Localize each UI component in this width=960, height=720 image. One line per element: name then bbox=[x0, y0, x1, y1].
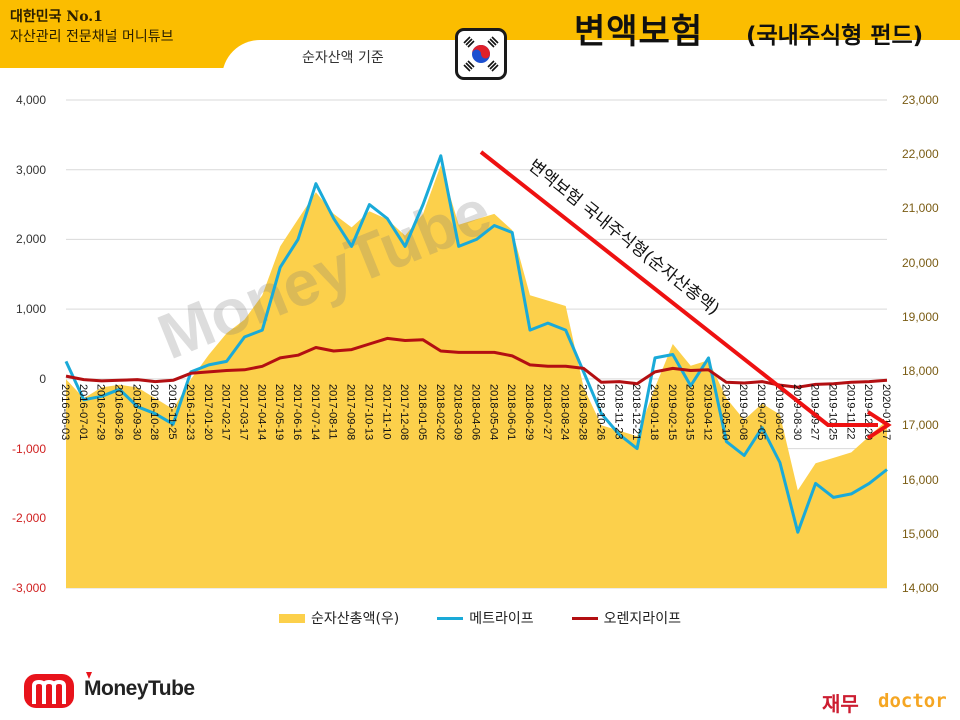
svg-text:2018-02-02: 2018-02-02 bbox=[434, 384, 446, 440]
svg-text:2018-08-24: 2018-08-24 bbox=[559, 384, 571, 440]
svg-text:2017-01-20: 2017-01-20 bbox=[202, 384, 214, 440]
left-tick-label: 0 bbox=[39, 371, 46, 386]
svg-text:2016-12-23: 2016-12-23 bbox=[184, 384, 196, 440]
right-tick-label: 17,000 bbox=[902, 418, 939, 433]
svg-text:2018-10-26: 2018-10-26 bbox=[594, 384, 606, 440]
svg-text:2018-01-05: 2018-01-05 bbox=[416, 384, 428, 440]
svg-text:2017-08-11: 2017-08-11 bbox=[327, 384, 339, 439]
left-tick-label: 4,000 bbox=[15, 93, 46, 107]
svg-text:2019-01-18: 2019-01-18 bbox=[648, 384, 660, 440]
moneytube-logo-icon bbox=[24, 672, 92, 708]
svg-text:2017-02-17: 2017-02-17 bbox=[220, 384, 232, 440]
legend: 순자산총액(우) 메트라이프 오렌지라이프 bbox=[0, 607, 960, 629]
right-tick-label: 20,000 bbox=[902, 255, 939, 270]
svg-text:2019-08-30: 2019-08-30 bbox=[791, 384, 803, 440]
svg-text:2016-07-29: 2016-07-29 bbox=[95, 384, 107, 440]
left-tick-label: 3,000 bbox=[15, 162, 46, 177]
svg-text:2019-08-02: 2019-08-02 bbox=[773, 384, 785, 440]
svg-text:2018-11-23: 2018-11-23 bbox=[612, 384, 624, 439]
jaemu-logo-text: 재무 bbox=[822, 692, 859, 716]
subtitle-tab bbox=[222, 40, 960, 80]
svg-text:2019-06-08: 2019-06-08 bbox=[737, 384, 749, 440]
left-tick-label: 2,000 bbox=[15, 232, 46, 247]
svg-text:2018-12-21: 2018-12-21 bbox=[630, 384, 642, 440]
brand-line1: 대한민국 No.1 bbox=[10, 9, 103, 25]
right-tick-label: 19,000 bbox=[902, 309, 939, 324]
svg-text:2017-03-17: 2017-03-17 bbox=[237, 384, 249, 440]
svg-text:2017-06-16: 2017-06-16 bbox=[291, 384, 303, 440]
page-title-sub: (국내주식형 펀드) bbox=[746, 23, 924, 49]
svg-text:2018-09-28: 2018-09-28 bbox=[577, 384, 589, 440]
svg-text:2018-04-06: 2018-04-06 bbox=[470, 384, 482, 440]
svg-text:2018-05-04: 2018-05-04 bbox=[487, 384, 499, 440]
legend-swatch-area bbox=[279, 613, 306, 623]
left-tick-label: -2,000 bbox=[11, 511, 46, 526]
svg-text:2017-04-14: 2017-04-14 bbox=[255, 384, 267, 440]
svg-text:2019-07-05: 2019-07-05 bbox=[755, 384, 767, 440]
legend-item-orange: 오렌지라이프 bbox=[571, 607, 681, 629]
moneytube-logo-text: MoneyTube bbox=[84, 677, 195, 700]
svg-text:2017-09-08: 2017-09-08 bbox=[345, 384, 357, 440]
svg-text:2019-02-15: 2019-02-15 bbox=[666, 384, 678, 440]
legend-swatch-line bbox=[437, 616, 464, 620]
legend-item-total: 순자산총액(우) bbox=[279, 607, 399, 629]
left-tick-label: 1,000 bbox=[15, 302, 46, 317]
svg-text:2016-11-25: 2016-11-25 bbox=[166, 384, 178, 439]
legend-label: 오렌지라이프 bbox=[603, 611, 681, 627]
legend-label: 순자산총액(우) bbox=[311, 611, 400, 627]
legend-item-metlife: 메트라이프 bbox=[437, 607, 534, 629]
svg-text:2016-08-26: 2016-08-26 bbox=[113, 384, 125, 440]
svg-text:2017-05-19: 2017-05-19 bbox=[273, 384, 285, 440]
right-tick-label: 18,000 bbox=[902, 364, 939, 379]
svg-text:2020-01-17: 2020-01-17 bbox=[880, 384, 892, 440]
left-tick-label: -3,000 bbox=[11, 581, 46, 595]
svg-text:2019-03-15: 2019-03-15 bbox=[684, 384, 696, 440]
page-title: 변액보험 bbox=[574, 12, 704, 52]
chart-subtitle: 순자산액 기준 bbox=[302, 50, 384, 66]
doctor-logo-text: doctor bbox=[878, 690, 947, 712]
svg-text:2017-11-10: 2017-11-10 bbox=[380, 384, 392, 439]
svg-text:2016-10-28: 2016-10-28 bbox=[148, 384, 160, 440]
svg-text:2017-12-08: 2017-12-08 bbox=[398, 384, 410, 440]
legend-swatch-line bbox=[571, 616, 598, 620]
right-tick-label: 21,000 bbox=[902, 201, 939, 216]
svg-text:2019-05-10: 2019-05-10 bbox=[719, 384, 731, 440]
right-tick-label: 15,000 bbox=[902, 526, 939, 541]
svg-text:2016-06-03: 2016-06-03 bbox=[59, 384, 71, 440]
korea-flag-icon bbox=[455, 28, 507, 80]
right-tick-label: 16,000 bbox=[902, 472, 939, 487]
svg-text:2018-06-29: 2018-06-29 bbox=[523, 384, 535, 440]
svg-text:2018-07-27: 2018-07-27 bbox=[541, 384, 553, 440]
svg-text:2016-09-30: 2016-09-30 bbox=[130, 384, 142, 440]
right-tick-label: 22,000 bbox=[902, 147, 939, 162]
right-tick-label: 14,000 bbox=[902, 581, 939, 595]
right-tick-label: 23,000 bbox=[902, 93, 939, 107]
svg-text:2019-11-22: 2019-11-22 bbox=[844, 384, 856, 439]
svg-text:2018-03-09: 2018-03-09 bbox=[452, 384, 464, 440]
svg-text:2017-10-13: 2017-10-13 bbox=[362, 384, 374, 440]
svg-text:2019-04-12: 2019-04-12 bbox=[702, 384, 714, 440]
legend-label: 메트라이프 bbox=[469, 611, 534, 627]
svg-text:2019-10-25: 2019-10-25 bbox=[826, 384, 838, 440]
brand-line2: 자산관리 전문채널 머니튜브 bbox=[10, 29, 174, 45]
left-tick-label: -1,000 bbox=[11, 441, 46, 456]
svg-text:2017-07-14: 2017-07-14 bbox=[309, 384, 321, 440]
svg-text:2016-07-01: 2016-07-01 bbox=[77, 384, 89, 440]
svg-text:2018-06-01: 2018-06-01 bbox=[505, 384, 517, 440]
